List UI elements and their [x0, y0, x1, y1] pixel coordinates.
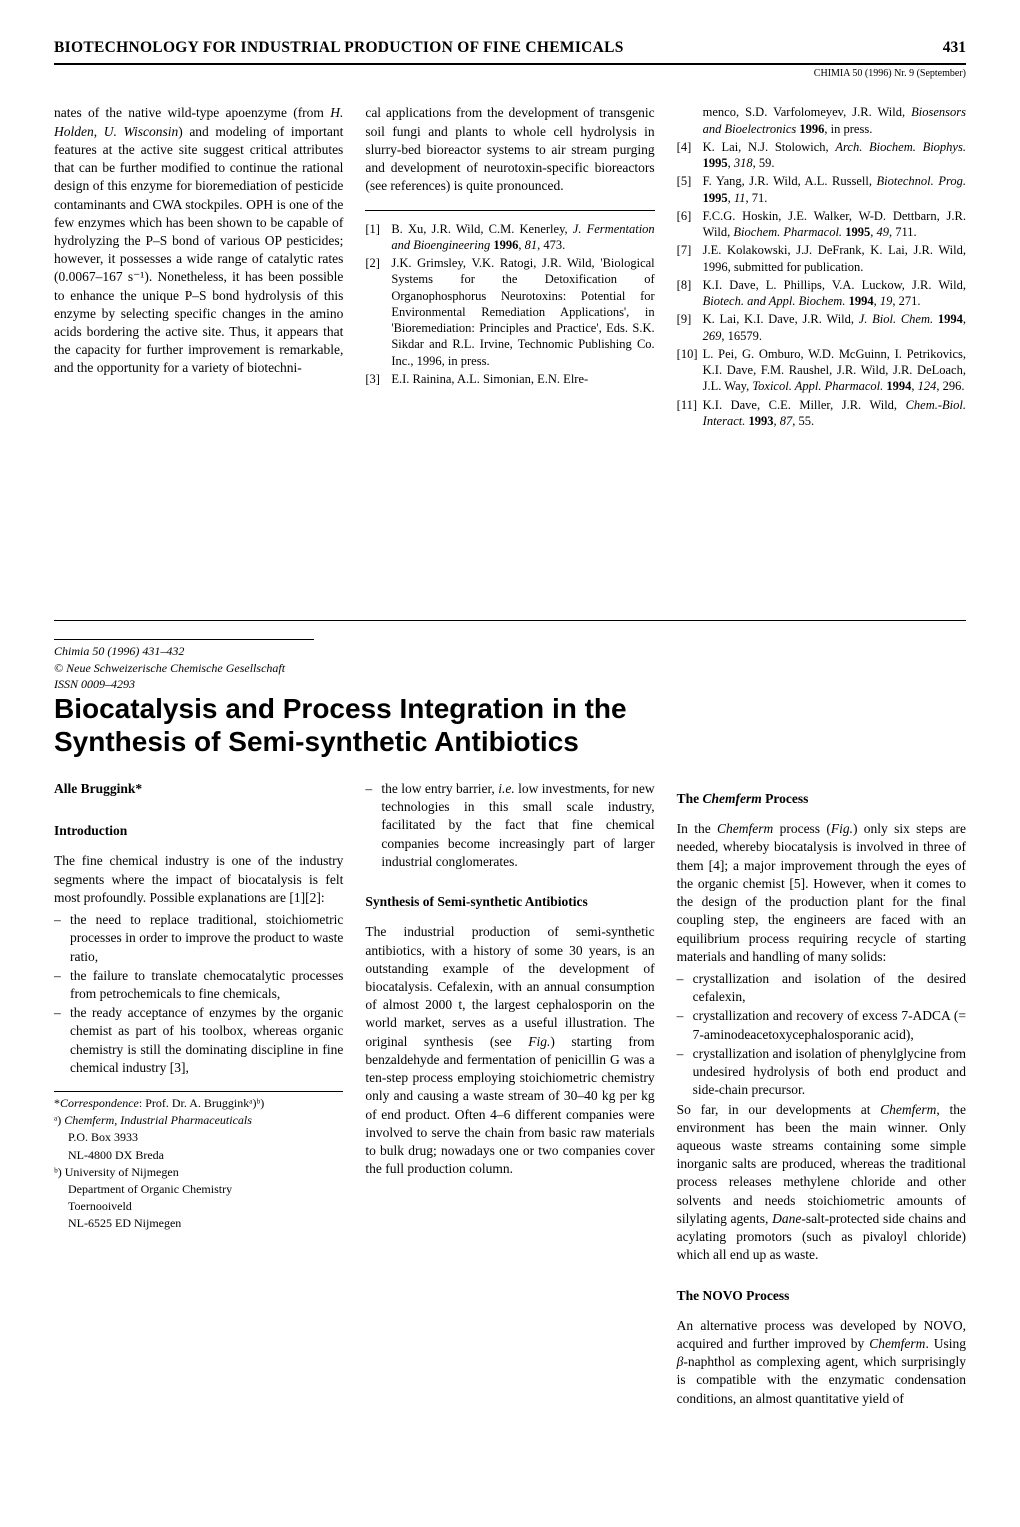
refbody: F. Yang, J.R. Wild, A.L. Russell, Biotec… [703, 173, 966, 206]
page-number: 431 [943, 38, 966, 59]
refbody: K.I. Dave, L. Phillips, V.A. Luckow, J.R… [703, 277, 966, 310]
intro-bullets-cont: the low entry barrier, i.e. low investme… [365, 780, 654, 871]
bullet-text: crystallization and isolation of phenylg… [693, 1045, 966, 1100]
refbody: F.C.G. Hoskin, J.E. Walker, W-D. Dettbar… [703, 208, 966, 241]
copyright-line: © Neue Schweizerische Chemische Gesellsc… [54, 660, 343, 676]
section-chemferm-head: The Chemferm Process [677, 790, 966, 808]
bullet-text: the need to replace traditional, stoichi… [70, 911, 343, 966]
chemferm-p2: So far, in our developments at Chemferm,… [677, 1101, 966, 1265]
refbody: K.I. Dave, C.E. Miller, J.R. Wild, Chem.… [703, 397, 966, 430]
running-title: BIOTECHNOLOGY FOR INDUSTRIAL PRODUCTION … [54, 38, 624, 59]
refbody: L. Pei, G. Omburo, W.D. McGuinn, I. Petr… [703, 346, 966, 395]
fn-a-l3: NL-4800 DX Breda [54, 1147, 343, 1163]
chimia-line: Chimia 50 (1996) 431–432 [54, 639, 314, 659]
article-author: Alle Bruggink* [54, 780, 343, 798]
novo-para: An alternative process was developed by … [677, 1317, 966, 1408]
bullet-text: the failure to translate chemocatalytic … [70, 967, 343, 1003]
synth-para: The industrial production of semi-synthe… [365, 923, 654, 1178]
chemferm-bullets: crystallization and isolation of the des… [677, 970, 966, 1100]
refnum: [5] [677, 173, 703, 206]
refnum: [2] [365, 255, 391, 369]
refnum: [1] [365, 221, 391, 254]
refnum: [11] [677, 397, 703, 430]
refnum: [10] [677, 346, 703, 395]
intro-para: The fine chemical industry is one of the… [54, 852, 343, 907]
fn-a-label: ᵃ) [54, 1113, 61, 1127]
refs-rule [365, 210, 654, 211]
top-article-columns: nates of the native wild-type apoenzyme … [54, 104, 966, 598]
fn-correspondence: *Correspondence: Prof. Dr. A. Brugginkᵃ)… [54, 1095, 343, 1111]
bullet-text: crystallization and recovery of excess 7… [693, 1007, 966, 1043]
refnum [677, 104, 703, 137]
refnum: [7] [677, 242, 703, 275]
refnum: [9] [677, 311, 703, 344]
refbody: K. Lai, N.J. Stolowich, Arch. Biochem. B… [703, 139, 966, 172]
bullet-text: crystallization and isolation of the des… [693, 970, 966, 1006]
refnum: [6] [677, 208, 703, 241]
intro-bullets: the need to replace traditional, stoichi… [54, 911, 343, 1077]
issn-line: ISSN 0009–4293 [54, 676, 343, 692]
fn-b-l4: NL-6525 ED Nijmegen [54, 1215, 343, 1231]
refs-col2: [1]B. Xu, J.R. Wild, C.M. Kenerley, J. F… [365, 221, 654, 388]
section-synth-head: Synthesis of Semi-synthetic Antibiotics [365, 893, 654, 911]
fn-b-label: ᵇ) [54, 1165, 62, 1179]
fn-a-l2: P.O. Box 3933 [54, 1129, 343, 1145]
chemferm-p1: In the Chemferm process (Fig.) only six … [677, 820, 966, 966]
refnum: [3] [365, 371, 391, 387]
main-article-columns: Chimia 50 (1996) 431–432 © Neue Schweize… [54, 639, 966, 1471]
issue-line: CHIMIA 50 (1996) Nr. 9 (September) [54, 67, 966, 81]
fn-b-l2: Department of Organic Chemistry [54, 1181, 343, 1197]
refnum: [8] [677, 277, 703, 310]
refbody: E.I. Rainina, A.L. Simonian, E.N. Elre- [391, 371, 654, 387]
fn-b-l1: University of Nijmegen [65, 1165, 179, 1179]
top-col2-para: cal applications from the development of… [365, 104, 654, 195]
section-novo-head: The NOVO Process [677, 1287, 966, 1305]
footnote-block: *Correspondence: Prof. Dr. A. Brugginkᵃ)… [54, 1091, 343, 1232]
fn-b-l3: Toernooiveld [54, 1198, 343, 1214]
refnum: [4] [677, 139, 703, 172]
article-title: Biocatalysis and Process Integration in … [54, 692, 654, 758]
section-intro-head: Introduction [54, 822, 343, 840]
fn-a-l1: Chemferm, Industrial Pharmaceuticals [64, 1113, 252, 1127]
refbody: J.K. Grimsley, V.K. Ratogi, J.R. Wild, '… [391, 255, 654, 369]
refbody: K. Lai, K.I. Dave, J.R. Wild, J. Biol. C… [703, 311, 966, 344]
top-col1-para: nates of the native wild-type apoenzyme … [54, 104, 343, 377]
bullet-text: the low entry barrier, i.e. low investme… [381, 780, 654, 871]
refbody: B. Xu, J.R. Wild, C.M. Kenerley, J. Ferm… [391, 221, 654, 254]
refbody: menco, S.D. Varfolomeyev, J.R. Wild, Bio… [703, 104, 966, 137]
refs-col3: menco, S.D. Varfolomeyev, J.R. Wild, Bio… [677, 104, 966, 429]
bullet-text: the ready acceptance of enzymes by the o… [70, 1004, 343, 1077]
article-separator-rule [54, 620, 966, 621]
refbody: J.E. Kolakowski, J.J. DeFrank, K. Lai, J… [703, 242, 966, 275]
